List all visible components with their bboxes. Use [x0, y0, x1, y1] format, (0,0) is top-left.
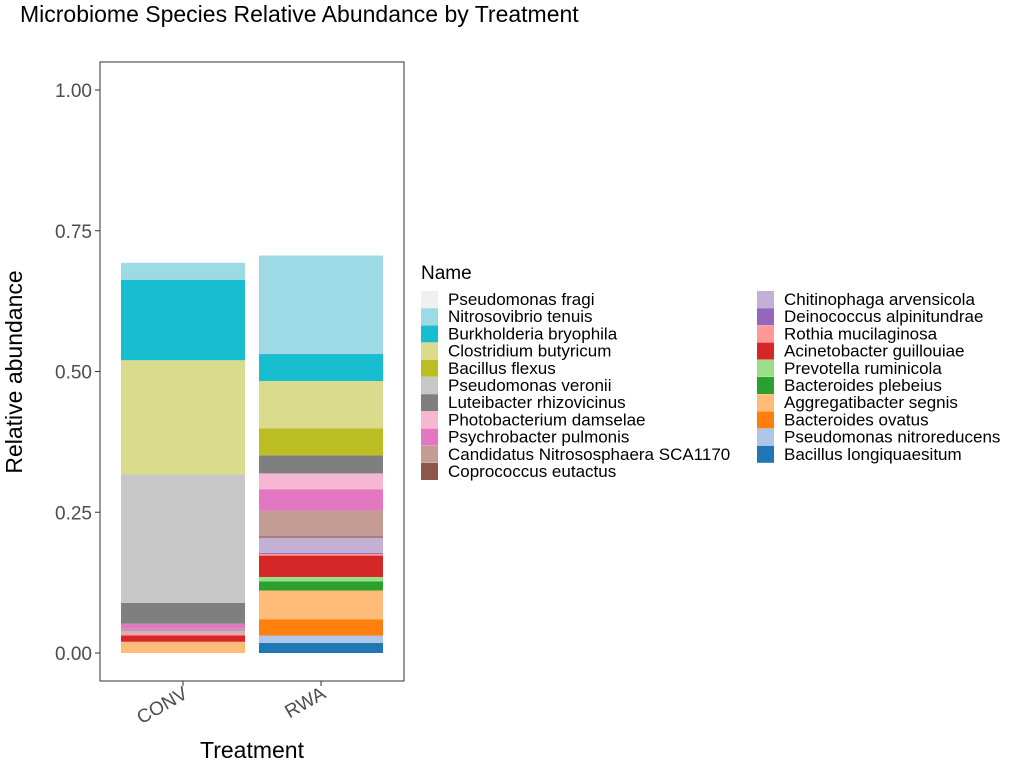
legend-swatch — [757, 308, 774, 326]
legend-label: Bacillus longiquaesitum — [784, 445, 962, 464]
legend-label: Rothia mucilaginosa — [784, 324, 938, 343]
legend-swatch — [757, 325, 774, 343]
y-tick-label: 0.75 — [55, 222, 92, 243]
bar-segment — [259, 510, 383, 537]
bar-segment — [259, 537, 383, 553]
y-tick-label: 1.00 — [55, 81, 92, 102]
y-tick-label: 0.00 — [55, 644, 92, 665]
legend-swatch — [421, 325, 438, 343]
legend-label: Acinetobacter guillouiae — [784, 342, 965, 361]
bar-segment — [121, 623, 245, 629]
bar-segment — [121, 635, 245, 642]
legend-label: Prevotella ruminicola — [784, 359, 942, 378]
legend-swatch — [757, 342, 774, 360]
bar-segment — [259, 642, 383, 653]
bar-segment — [121, 633, 245, 636]
bar-segment — [259, 581, 383, 591]
bar-segment — [259, 354, 383, 382]
legend-swatch — [421, 411, 438, 429]
legend-label: Bacteroides ovatus — [784, 410, 929, 429]
legend-label: Aggregatibacter segnis — [784, 393, 958, 412]
bar-segment — [259, 552, 383, 554]
legend-label: Bacteroides plebeius — [784, 376, 942, 395]
legend-label: Pseudomonas veronii — [448, 376, 611, 395]
legend-label: Burkholderia bryophila — [448, 324, 618, 343]
legend-swatch — [757, 377, 774, 394]
y-tick-label: 0.25 — [55, 503, 92, 524]
legend-swatch — [757, 411, 774, 429]
bar-segment — [259, 473, 383, 490]
x-tick-label: CONV — [133, 683, 191, 729]
bar-segment — [121, 279, 245, 361]
legend-swatch — [421, 291, 438, 308]
bar-segment — [259, 255, 383, 355]
y-axis-title: Relative abundance — [1, 270, 27, 473]
bar-segment — [121, 602, 245, 624]
legend-label: Luteibacter rhizovicinus — [448, 393, 626, 412]
bar-segment — [259, 590, 383, 620]
legend-swatch — [757, 291, 774, 308]
bar-segment — [121, 631, 245, 634]
legend-title: Name — [421, 263, 472, 284]
bar-segment — [259, 553, 383, 556]
legend-label: Chitinophaga arvensicola — [784, 290, 975, 309]
legend-label: Photobacterium damselae — [448, 410, 646, 429]
y-tick-label: 0.50 — [55, 363, 92, 384]
plot-area: 0.00 0.25 0.50 0.75 1.00 CONV RWA — [55, 61, 405, 729]
legend-swatch — [421, 428, 438, 446]
legend-swatch — [757, 445, 774, 463]
legend-label: Deinococcus alpinitundrae — [784, 307, 983, 326]
bar-segment — [121, 474, 245, 603]
x-axis-title: Treatment — [200, 737, 305, 763]
bar-segment — [259, 635, 383, 643]
bar-segment — [259, 428, 383, 456]
legend-swatch — [421, 377, 438, 394]
legend-label: Nitrosovibrio tenuis — [448, 307, 593, 326]
legend-label: Clostridium butyricum — [448, 342, 611, 361]
legend-swatch — [757, 394, 774, 412]
legend-swatch — [757, 359, 774, 377]
legend-swatch — [421, 308, 438, 326]
legend-swatch — [421, 463, 438, 480]
chart-title: Microbiome Species Relative Abundance by… — [20, 1, 579, 27]
legend-label: Pseudomonas nitroreducens — [784, 428, 1000, 447]
legend-swatch — [421, 394, 438, 412]
legend-label: Coprococcus eutactus — [448, 462, 616, 481]
legend-swatch — [757, 428, 774, 446]
legend-label: Candidatus Nitrososphaera SCA1170 — [448, 445, 730, 464]
bar-segment — [259, 489, 383, 511]
bar-segment — [259, 381, 383, 429]
bar-segment — [121, 628, 245, 632]
bar-segment — [121, 641, 245, 653]
legend-label: Bacillus flexus — [448, 359, 556, 378]
legend-label: Psychrobacter pulmonis — [448, 428, 629, 447]
legend-label: Pseudomonas fragi — [448, 290, 594, 309]
x-tick-label: RWA — [282, 683, 330, 723]
bar-segment — [121, 262, 245, 280]
bar-segment — [121, 360, 245, 475]
bar-segment — [259, 576, 383, 582]
bar-segment — [259, 619, 383, 636]
legend-swatch — [421, 342, 438, 360]
legend-swatch — [421, 445, 438, 463]
bar-segment — [259, 536, 383, 538]
bar-segment — [259, 455, 383, 474]
legend-swatch — [421, 359, 438, 377]
bar-segment — [259, 555, 383, 577]
